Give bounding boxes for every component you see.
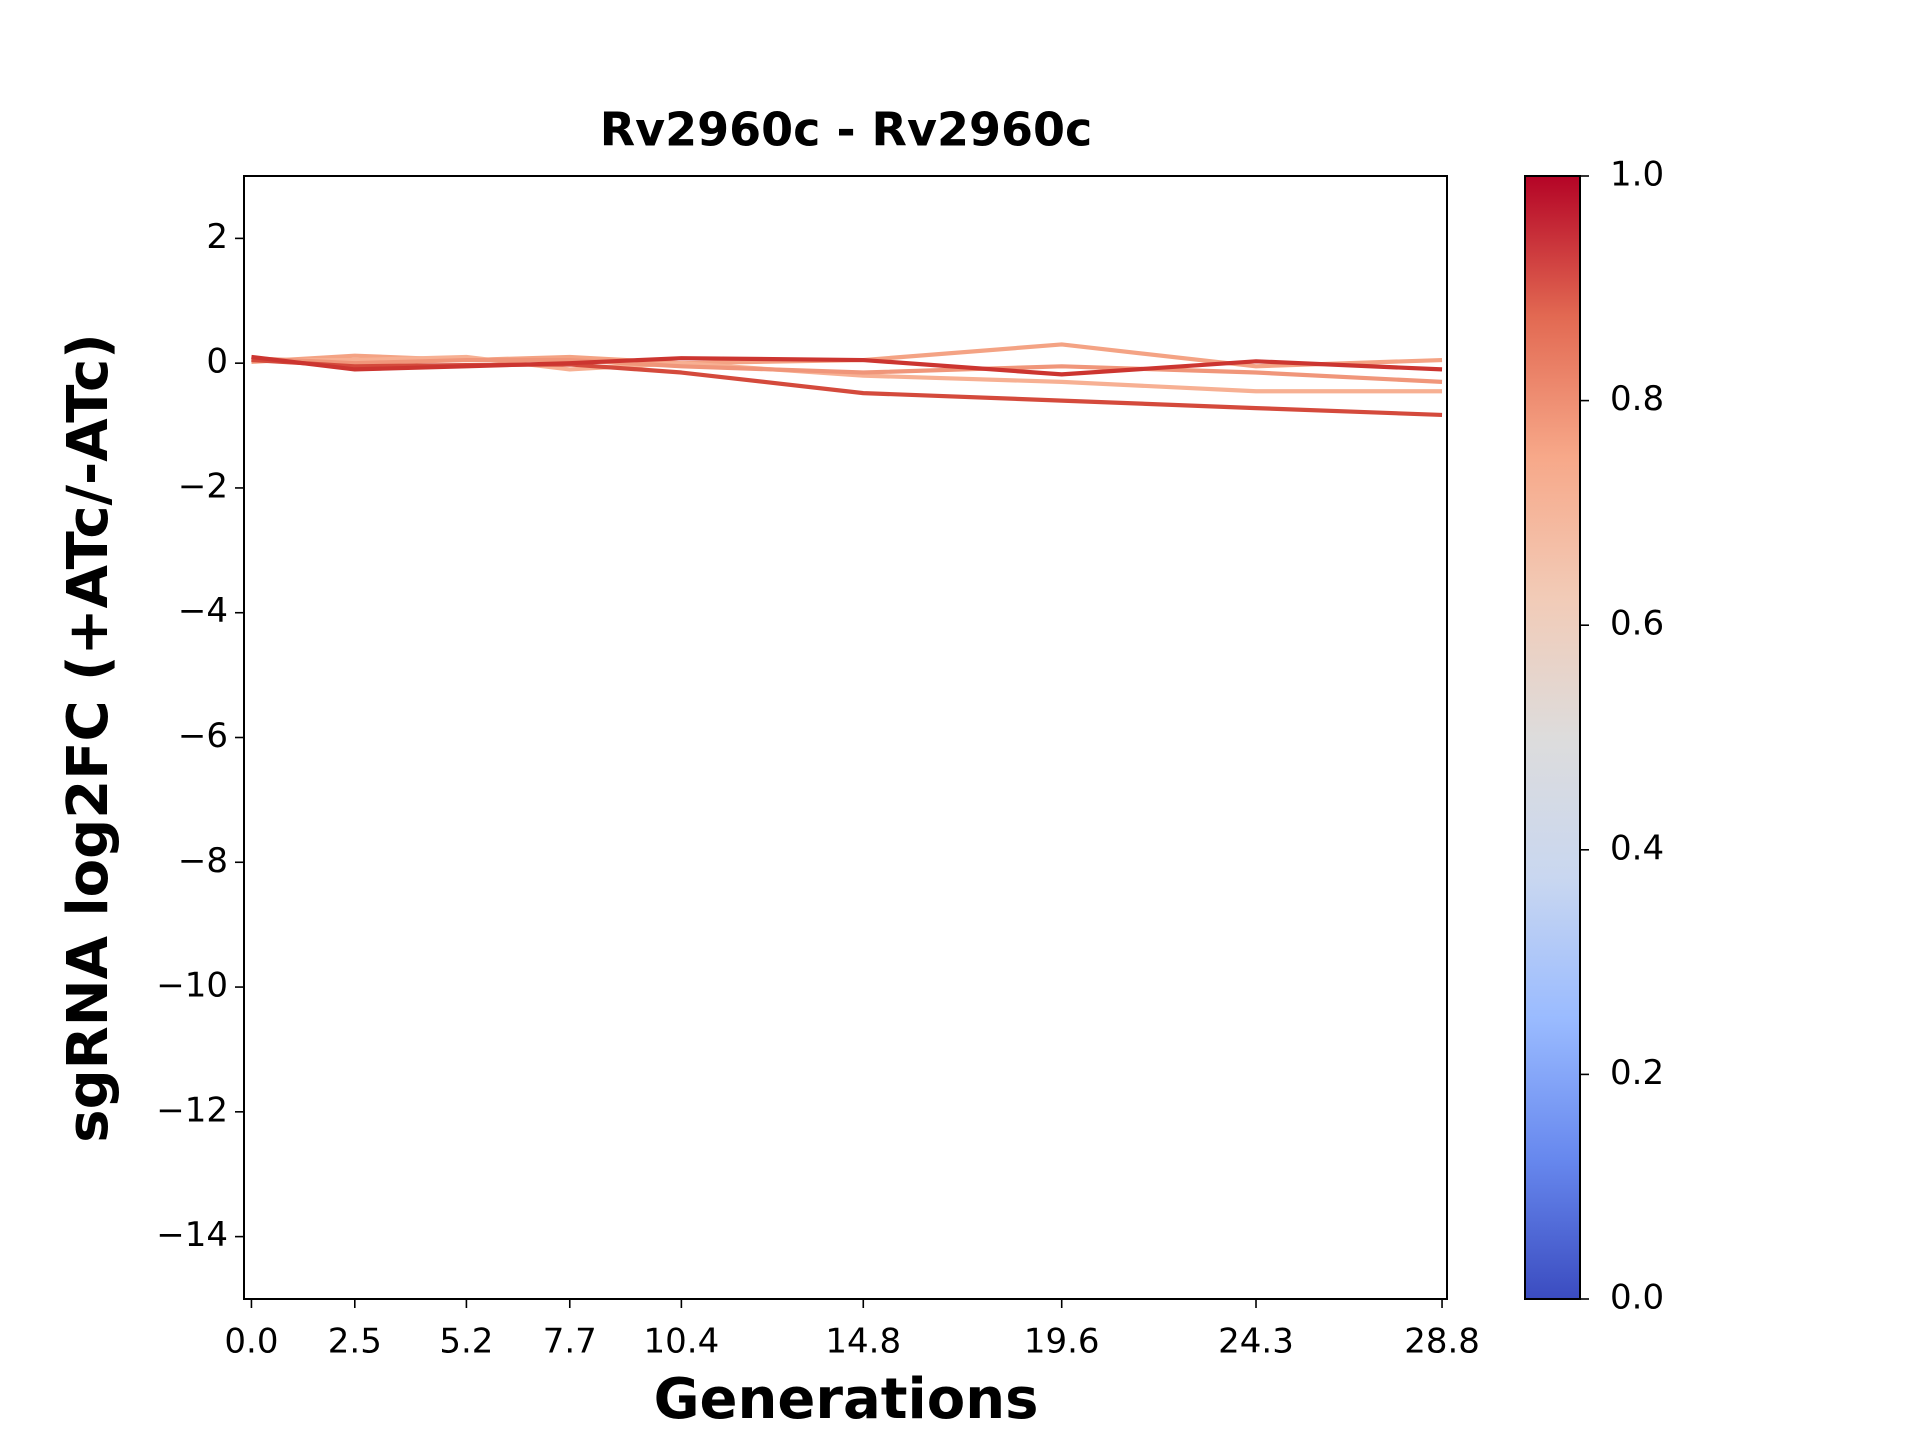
colorbar (1524, 175, 1581, 1300)
y-tick-label: 2 (206, 217, 228, 257)
y-axis-label: sgRNA log2FC (+ATc/-ATc) (56, 333, 121, 1143)
y-tick-label: −10 (156, 966, 228, 1006)
data-line (251, 356, 1443, 384)
colorbar-tick-label: 0.8 (1610, 379, 1664, 419)
x-tick-label: 24.3 (1218, 1322, 1294, 1362)
data-line (251, 357, 1443, 418)
y-tick-label: 0 (206, 342, 228, 382)
x-tick-label: 19.6 (1024, 1322, 1100, 1362)
plot-frame (243, 175, 1448, 1300)
chart-title: Rv2960c - Rv2960c (600, 103, 1093, 157)
y-tick-label: −12 (156, 1090, 228, 1130)
colorbar-tick-label: 0.0 (1610, 1278, 1664, 1318)
y-tick-label: −2 (178, 466, 228, 506)
colorbar-tick-label: 0.2 (1610, 1053, 1664, 1093)
x-tick-label: 7.7 (543, 1322, 597, 1362)
x-tick-label: 2.5 (328, 1322, 382, 1362)
x-tick-label: 14.8 (825, 1322, 901, 1362)
x-tick-label: 0.0 (224, 1322, 278, 1362)
colorbar-tick-label: 0.4 (1610, 828, 1664, 868)
colorbar-tick-label: 1.0 (1610, 155, 1664, 195)
y-tick-label: −6 (178, 716, 228, 756)
y-tick-label: −14 (156, 1215, 228, 1255)
x-tick-label: 10.4 (644, 1322, 720, 1362)
data-line (251, 354, 1443, 394)
y-tick-label: −4 (178, 591, 228, 631)
y-tick-label: −8 (178, 841, 228, 881)
data-line (251, 354, 1443, 377)
colorbar-tick-label: 0.6 (1610, 604, 1664, 644)
x-tick-label: 28.8 (1404, 1322, 1480, 1362)
x-tick-label: 5.2 (439, 1322, 493, 1362)
x-axis-label: Generations (654, 1367, 1039, 1432)
